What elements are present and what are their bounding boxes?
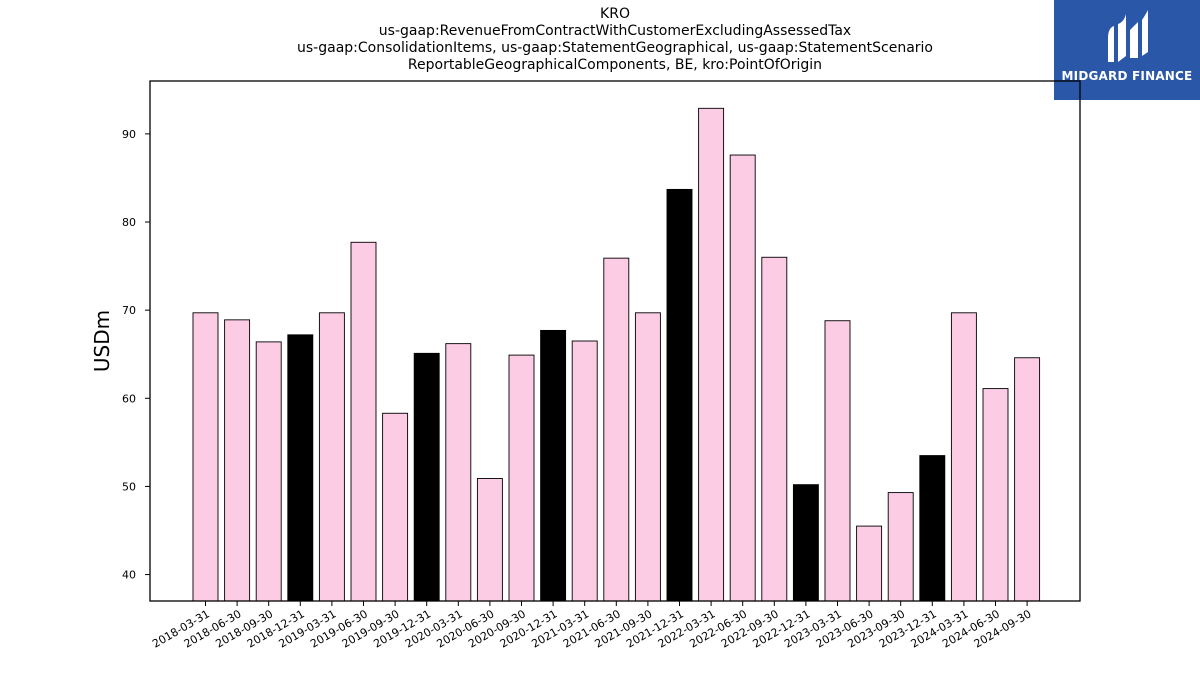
bar-2023-06-30 <box>856 525 883 602</box>
plot-frame <box>149 80 1081 602</box>
bar-2023-03-31 <box>824 320 851 602</box>
y-tick-label-40: 40 <box>122 569 136 582</box>
y-axis: 40 50 60 70 80 90 <box>122 128 150 582</box>
y-tick-label-90: 90 <box>122 128 136 141</box>
bar-2020-09-30 <box>508 354 535 602</box>
bar-2023-09-30 <box>887 492 914 602</box>
bar-2021-09-30 <box>634 312 661 602</box>
bar-2018-03-31 <box>192 312 219 602</box>
y-axis-label: USDm <box>90 310 114 372</box>
chart-subtitle-axes: us-gaap:ConsolidationItems, us-gaap:Stat… <box>297 40 933 56</box>
bar-2018-06-30 <box>224 319 251 602</box>
logo-mark-icon <box>1108 10 1148 62</box>
bar-2022-09-30 <box>761 256 788 602</box>
bar-2021-12-31 <box>666 188 693 602</box>
midgard-finance-logo: MIDGARD FINANCE <box>1054 0 1200 100</box>
bar-2020-12-31 <box>540 329 567 602</box>
bar-2021-03-31 <box>571 340 598 602</box>
bar-2022-12-31 <box>792 484 819 602</box>
bar-2024-06-30 <box>982 388 1009 602</box>
bar-2024-09-30 <box>1014 357 1041 602</box>
bar-2019-03-31 <box>318 312 345 602</box>
y-tick-label-60: 60 <box>122 392 136 405</box>
x-axis: 2018-03-312018-06-302018-09-302018-12-31… <box>150 601 1034 651</box>
bars-group <box>192 107 1041 602</box>
y-tick-label-70: 70 <box>122 304 136 317</box>
chart-subtitle-concept: us-gaap:RevenueFromContractWithCustomerE… <box>378 23 852 39</box>
bar-2022-03-31 <box>698 107 725 602</box>
bar-2018-12-31 <box>287 334 314 602</box>
bar-2020-03-31 <box>445 343 472 602</box>
bar-2020-06-30 <box>476 478 503 602</box>
logo-text: MIDGARD FINANCE <box>1061 69 1193 83</box>
chart-title-block: KRO us-gaap:RevenueFromContractWithCusto… <box>150 6 1080 74</box>
y-tick-label-50: 50 <box>122 480 136 493</box>
bar-2019-06-30 <box>350 241 377 602</box>
bar-2021-06-30 <box>603 257 630 602</box>
bar-2019-09-30 <box>382 412 409 602</box>
bar-2022-06-30 <box>729 154 756 602</box>
bar-2019-12-31 <box>413 352 440 602</box>
chart-subtitle-members: ReportableGeographicalComponents, BE, kr… <box>407 57 823 73</box>
chart-title: KRO <box>600 6 630 22</box>
bar-2024-03-31 <box>950 312 977 602</box>
y-tick-label-80: 80 <box>122 216 136 229</box>
bar-2023-12-31 <box>919 455 946 602</box>
bar-2018-09-30 <box>255 341 282 602</box>
